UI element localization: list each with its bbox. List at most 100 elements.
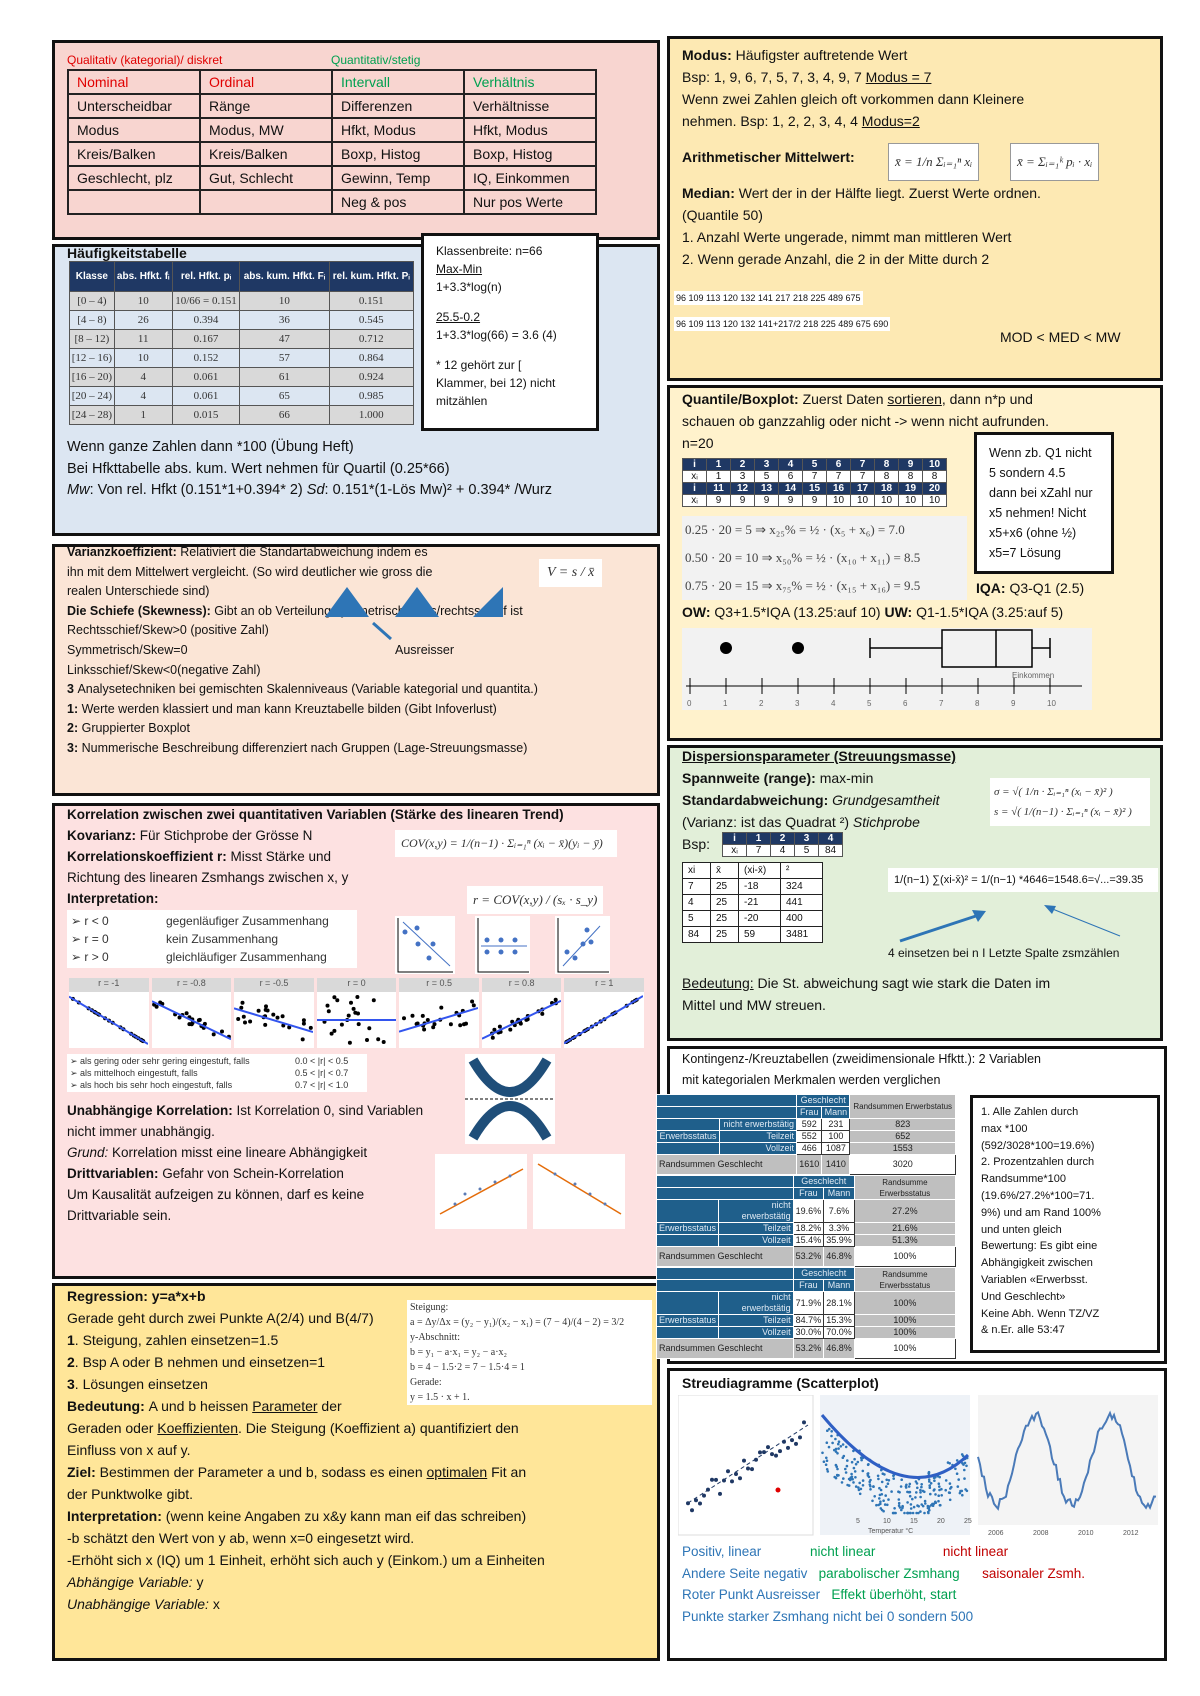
text-segment: der [317,1398,342,1414]
skalen-row: Unterscheidbar Ränge Differenzen Verhältnis… [67,93,597,119]
text-segment: 2 [67,1354,75,1370]
quantile-cell: 4 [778,458,803,471]
cell: 100 [821,1130,851,1143]
text-segment: 3 [67,682,78,697]
calc-row: 5 25 -20 400 [682,910,823,927]
correlation-panel: r = 1 [564,978,645,1048]
haeufigkeit-cell: 36 [239,310,330,330]
text-segment: saisonaler Zsmh. [959,1565,1085,1581]
text-line: Steigung: [410,1300,649,1315]
skalen-cell: Modus [67,117,201,143]
quantile-cell: 10 [826,494,851,507]
text-segment: Symmetrisch/Skew=0 [67,642,188,657]
cell: 231 [821,1118,851,1131]
skalen-table: Nominal Ordinal Intervall Verhältnis Untersc… [67,69,597,215]
tick-label: 2006 [988,1530,1004,1537]
quantile-cell: 20 [922,482,947,495]
text-segment: 9%) und am Rand 100% [981,1206,1101,1219]
data-row: Vollzeit 15.4% 35.9% 51.3% [655,1234,957,1247]
text-segment: Die St. abweichung sagt wie stark die Da… [753,975,1051,991]
point [256,1008,261,1013]
point [265,1008,270,1013]
blank [655,1118,721,1131]
quantile-text: Quantile/Boxplot: Zuerst Daten sortieren… [682,388,1049,454]
text-segment: Q1-1.5*IQA (3.25:auf 5) [916,604,1064,620]
point [355,995,360,999]
randsumme-header: Randsumme Erwerbsstatus [853,1267,957,1292]
negative-plot [395,916,455,974]
tick-label: 10 [1047,699,1056,708]
skalen-cell: Neg & pos [331,189,465,215]
text-line: Wenn ganze Zahlen dann *100 (Übung Heft) [67,437,552,459]
regression-formula: Steigung: a = Δy/Δx = (y₂ − y₁)/(x₂ − x₁)… [407,1300,652,1405]
blank [656,1106,797,1119]
text-line: 2. Bsp A oder B nehmen und einsetzen=1 [67,1351,545,1373]
strength-label: ➢ als mittelhoch eingestuft, falls [70,1068,198,1078]
text-segment: (19.6%/27.2%*100=71. [981,1189,1095,1202]
kontingenz-note: 1. Alle Zahlen durch max *100 (592/3028*10… [970,1095,1160,1353]
strength-list: ➢ als gering oder sehr gering eingestuft… [67,1054,367,1092]
panel-label: r = 1 [564,978,645,992]
skalen-cell [199,189,333,215]
quantile-cell: 12 [730,482,755,495]
kontingenz-text: Kontingenz-/Kreuztabellen (zweidimension… [682,1049,1041,1091]
header-row: Geschlecht Randsumme Erwerbsstatus [656,1175,957,1200]
point [263,1022,268,1027]
text-segment: Gerade: [410,1377,442,1388]
text-line: Bewertung: Es gibt eine [981,1238,1149,1255]
point [518,1021,523,1026]
text-line: Symmetrisch/Skew=0 [67,641,538,661]
text-segment: Unabhängige Variable: [67,1596,213,1612]
text-segment: x5 nehmen! Nicht [989,506,1087,520]
text-line: Median: Wert der in der Hälfte liegt. Zu… [682,182,1041,204]
calc-cell: 25 [710,878,739,895]
interpretation-item: ➢ r < 0 gegenläufiger Zusammenhang [71,912,353,930]
sum-cell: 1610 [795,1154,823,1175]
calc-row: xi x̄ (xi-x̄) ² [682,862,823,879]
haeufigkeit-row: [12 – 16) 10 0.152 57 0.864 [69,348,415,368]
row-label: Vollzeit [719,1142,797,1155]
text-segment: Klammer, bei 12) nicht [436,376,556,390]
korrelation-box: Korrelation zwischen zwei quantitativen … [52,803,660,1279]
haeufigkeit-cell: [8 – 12) [69,329,115,349]
point [211,1032,216,1037]
quantile-cell: 6 [826,458,851,471]
text-line: Bedeutung: Die St. abweichung sagt wie s… [682,972,1050,994]
text-segment: Modus = 7 [865,69,932,85]
text-line: Keine Abh. Wenn TZ/VZ [981,1306,1149,1323]
text-line: -b schätzt den Wert von y ab, wenn x=0 e… [67,1527,545,1549]
tick-label: 6 [903,699,908,708]
text-line: b = 4 − 1.5·2 = 7 − 1.5·4 = 1 [410,1360,649,1375]
haeufigkeit-cell: 0.061 [171,386,241,406]
skalen-cell: Differenzen [331,93,465,119]
bedeutung-text: Bedeutung: Die St. abweichung sagt wie s… [682,972,1050,1016]
cell: 28.1% [823,1291,855,1315]
text-segment: & n.Er. alle 53:47 [981,1324,1065,1337]
panel-label: r = 0.8 [481,978,562,992]
direction-plots [395,916,610,974]
text-segment: Bei Hfkttabelle abs. kum. Wert nehmen fü… [67,460,450,477]
panel-plot [564,995,644,1045]
text-segment: Punkte starker Zsmhang nicht bei 0 sonde… [682,1608,974,1624]
text-segment: Stichprobe [852,814,920,830]
text-line: Arithmetischer Mittelwert: [682,146,1041,168]
correlation-panel: r = -0.8 [151,978,232,1048]
panel-plot [316,995,396,1045]
point [367,1026,372,1031]
point [186,1022,191,1027]
skalen-cell: Hfkt, Modus [463,117,597,143]
calc-cell: (xi-x̄) [738,862,781,879]
haeufigkeit-cell: 0.712 [328,329,415,349]
bsp-cell: i [722,832,747,845]
sum-cell: 3020 [849,1154,956,1175]
text-line: Die Schiefe (Skewness): Gibt an ob Verte… [67,602,538,622]
r-meaning: gleichläufiger Zusammenhang [166,950,327,964]
data-row: Erwerbsstatus Teilzeit 84.7% 15.3% 100% [655,1314,957,1327]
text-segment: Wert der in der Hälfte liegt. Zuerst Wer… [738,185,1041,201]
data-row: nicht erwerbstätig 71.9% 28.1% 100% [655,1291,957,1315]
correlation-panel: r = 0 [316,978,397,1048]
haeufigkeit-table: Klasse abs. Hfkt. fᵢ rel. Hfkt. pᵢ abs. kum… [69,261,415,425]
mann-header: Mann [823,1187,855,1200]
text-segment: (Varianz: ist das Quadrat ²) [682,814,853,830]
calc-cell: 441 [780,894,823,911]
